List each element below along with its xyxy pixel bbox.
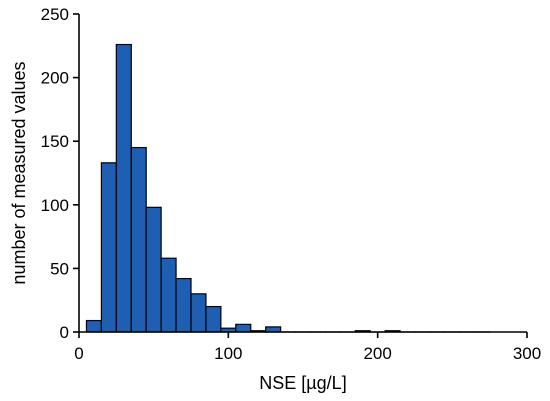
x-axis-ticks: 0 100 200 300: [74, 332, 541, 363]
y-axis-ticks: 0 50 100 150 200 250: [41, 5, 79, 342]
x-axis-title: NSE [µg/L]: [259, 373, 346, 393]
y-tick-label: 50: [50, 259, 69, 278]
histogram-bar: [145, 206, 162, 333]
x-tick-label: 100: [214, 344, 242, 363]
x-tick-label: 0: [74, 344, 83, 363]
histogram-bar: [190, 293, 207, 333]
histogram-bar: [205, 305, 222, 333]
x-tick-label: 300: [513, 344, 541, 363]
histogram-bar: [160, 257, 177, 333]
histogram-bar: [100, 162, 117, 333]
histogram-bar: [235, 323, 252, 333]
y-tick-label: 150: [41, 132, 69, 151]
y-tick-label: 250: [41, 5, 69, 24]
x-tick-label: 200: [363, 344, 391, 363]
histogram-bar: [115, 43, 132, 333]
y-axis-title: number of measured values: [9, 61, 29, 284]
y-tick-label: 0: [60, 323, 69, 342]
y-tick-label: 100: [41, 196, 69, 215]
histogram-bar: [130, 146, 147, 333]
bars-group: [85, 43, 491, 333]
y-tick-label: 200: [41, 69, 69, 88]
histogram-bar: [175, 277, 192, 333]
histogram-bar: [85, 319, 103, 333]
